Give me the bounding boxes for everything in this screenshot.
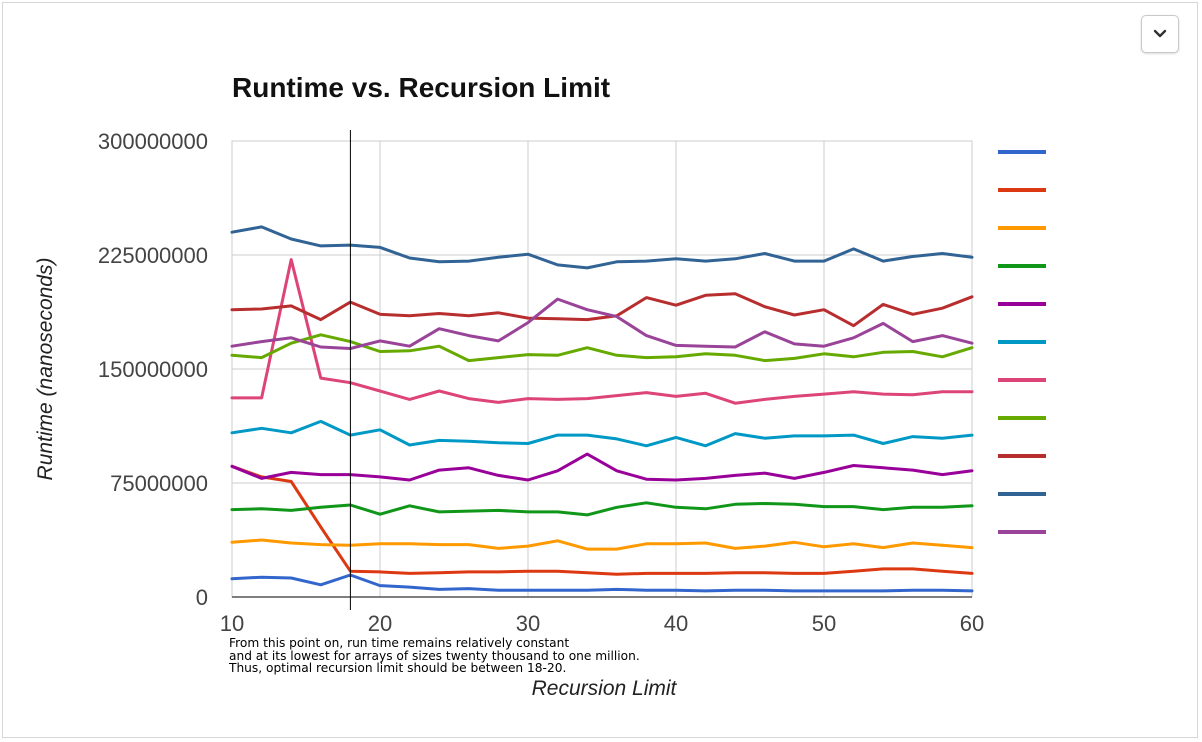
- chart-title: Runtime vs. Recursion Limit: [232, 72, 610, 103]
- series-line-2: [230, 464, 974, 576]
- series-lines: [230, 225, 974, 593]
- chart-annotation: From this point on, run time remains rel…: [229, 637, 749, 675]
- y-tick-label: 300000000: [98, 129, 208, 154]
- x-axis-title: Recursion Limit: [532, 677, 678, 700]
- x-tick-label: 20: [368, 611, 392, 636]
- series-line-1: [230, 573, 974, 593]
- series-line-9: [230, 292, 974, 328]
- y-tick-label: 225000000: [98, 243, 208, 268]
- x-tick-label: 10: [220, 611, 244, 636]
- series-line-10: [230, 225, 974, 270]
- x-tick-label: 40: [664, 611, 688, 636]
- x-tick-label: 60: [960, 611, 984, 636]
- series-line-6: [230, 419, 974, 448]
- series-line-11: [230, 297, 974, 350]
- series-line-3: [230, 538, 974, 551]
- annotation-line: Thus, optimal recursion limit should be …: [229, 661, 567, 675]
- annotation-line: From this point on, run time remains rel…: [229, 636, 570, 650]
- series-line-5: [230, 452, 974, 482]
- legend: [998, 150, 1046, 534]
- y-tick-label: 75000000: [110, 471, 208, 496]
- series-line-7: [230, 258, 974, 405]
- series-line-8: [230, 333, 974, 363]
- grid: [231, 140, 973, 598]
- y-tick-label: 0: [196, 585, 208, 610]
- chevron-down-icon: [1153, 29, 1167, 38]
- y-axis-title: Runtime (nanoseconds): [34, 258, 57, 481]
- x-tick-label: 50: [812, 611, 836, 636]
- annotation-line: and at its lowest for arrays of sizes tw…: [229, 648, 640, 663]
- x-tick-label: 30: [516, 611, 540, 636]
- axes: 10 20 30 40 50 60 0 75000000 150000000 225000000 3…: [98, 129, 984, 636]
- y-tick-label: 150000000: [98, 357, 208, 382]
- chart-options-button[interactable]: [1141, 15, 1179, 53]
- series-line-4: [230, 501, 974, 517]
